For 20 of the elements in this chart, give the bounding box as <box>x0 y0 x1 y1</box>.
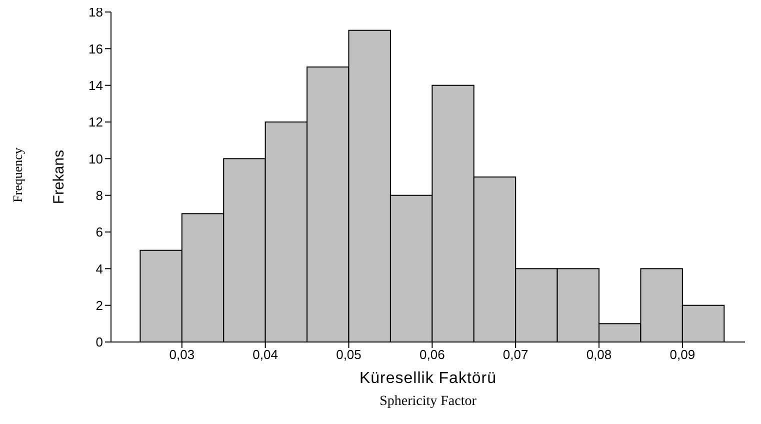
x-tick-label: 0,06 <box>420 347 445 362</box>
y-tick-label: 16 <box>88 41 103 56</box>
y-tick-label: 0 <box>96 334 103 350</box>
y-tick-label: 8 <box>96 188 103 203</box>
text: Frequency <box>10 146 26 204</box>
x-tick-label: 0,08 <box>586 347 612 362</box>
y-tick-label: 14 <box>88 78 103 93</box>
x-tick-label: 0,07 <box>502 347 528 362</box>
y-tick-label: 2 <box>96 298 103 313</box>
text: Sphericity Factor <box>378 394 478 410</box>
y-tick-label: 6 <box>96 224 103 240</box>
y-tick-label: 4 <box>96 261 103 276</box>
x-tick-label: 0,04 <box>252 347 278 362</box>
x-axis-title: Küresellik Faktörü <box>358 370 498 388</box>
y-tick-label: 10 <box>88 151 103 166</box>
x-tick-label: 0,05 <box>336 347 362 362</box>
y-axis-title: Frekans <box>50 150 68 204</box>
x-tick-label: 0,03 <box>169 347 195 362</box>
x-tick-label: 0,09 <box>670 347 696 362</box>
y-tick-label: 12 <box>88 114 103 130</box>
